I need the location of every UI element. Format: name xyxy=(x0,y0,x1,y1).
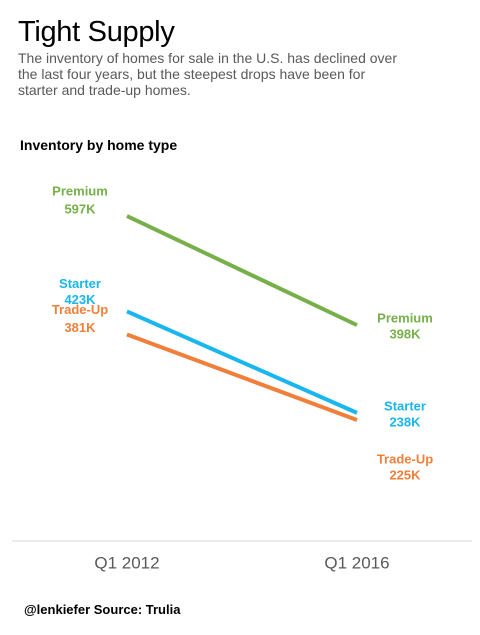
chart-heading: Inventory by home type xyxy=(20,137,178,153)
start-label-name-starter: Starter xyxy=(59,276,101,291)
end-label-value-starter: 238K xyxy=(389,414,421,429)
x-tick-label-1: Q1 2016 xyxy=(324,553,389,572)
end-label-name-starter: Starter xyxy=(384,398,426,413)
start-label-value-trade-up: 381K xyxy=(64,320,96,335)
series-line-starter xyxy=(126,309,358,415)
source-caption: @lenkiefer Source: Trulia xyxy=(24,602,181,617)
end-label-name-trade-up: Trade-Up xyxy=(377,451,433,466)
series-line-premium xyxy=(126,214,358,327)
start-label-name-trade-up: Trade-Up xyxy=(52,302,108,317)
chart-subtitle: The inventory of homes for sale in the U… xyxy=(18,50,397,98)
chart-title: Tight Supply xyxy=(18,16,175,48)
x-axis-ticks: Q1 2012 Q1 2016 xyxy=(94,553,389,572)
series-labels: Premium597KPremium398KStarter423KStarter… xyxy=(52,183,433,482)
slope-chart: Premium597KPremium398KStarter423KStarter… xyxy=(12,183,472,572)
x-tick-label-0: Q1 2012 xyxy=(94,553,159,572)
series-line-trade-up xyxy=(126,332,358,422)
end-label-value-trade-up: 225K xyxy=(389,467,421,482)
series-lines xyxy=(126,214,358,422)
end-label-value-premium: 398K xyxy=(389,327,421,342)
start-label-name-premium: Premium xyxy=(52,183,108,198)
start-label-value-starter: 423K xyxy=(64,292,96,307)
start-label-value-premium: 597K xyxy=(64,201,96,216)
end-label-name-premium: Premium xyxy=(377,311,433,326)
